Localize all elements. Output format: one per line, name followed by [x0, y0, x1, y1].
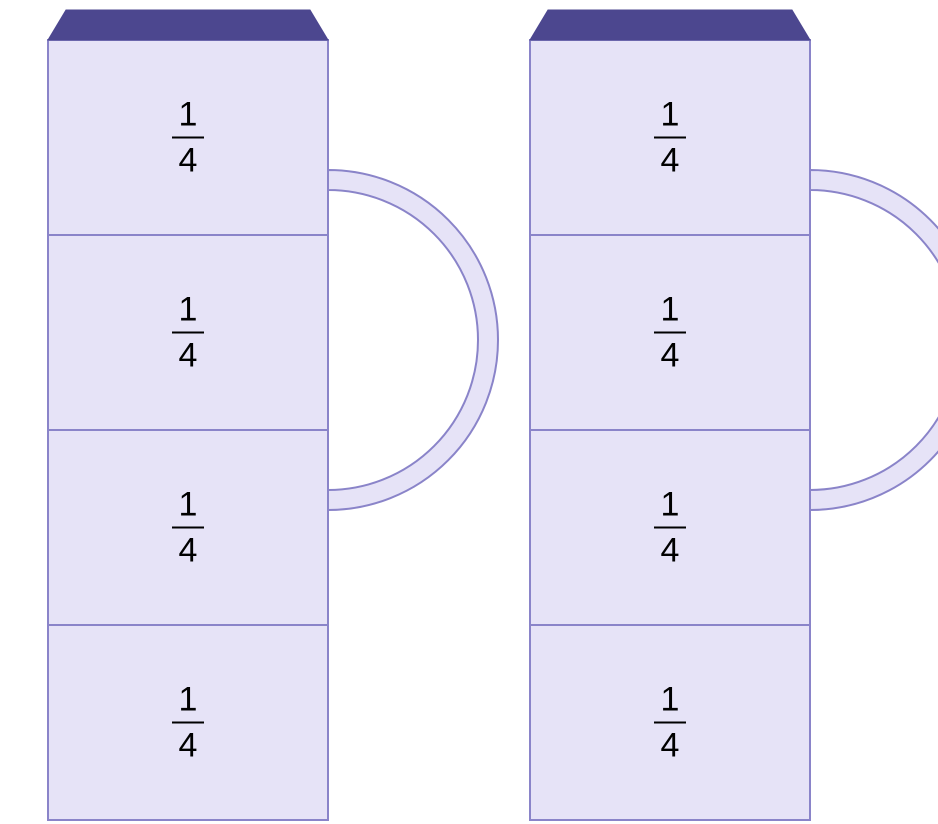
- fraction-denominator: 4: [179, 727, 198, 765]
- fraction-numerator: 1: [179, 681, 198, 719]
- fraction-numerator: 1: [179, 291, 198, 329]
- mug-lid: [530, 10, 810, 40]
- fraction-numerator: 1: [179, 486, 198, 524]
- fraction-mugs-diagram: 1 4 1 4 1 4 1 4 1 4 1 4 1 4 1 4: [0, 0, 938, 824]
- mug-lid: [48, 10, 328, 40]
- mug-handle: [810, 170, 938, 510]
- fraction-numerator: 1: [661, 486, 680, 524]
- fraction-numerator: 1: [661, 291, 680, 329]
- fraction-denominator: 4: [179, 142, 198, 180]
- fraction-denominator: 4: [179, 532, 198, 570]
- fraction-denominator: 4: [661, 532, 680, 570]
- fraction-numerator: 1: [661, 681, 680, 719]
- mug-1: 1 4 1 4 1 4 1 4: [530, 10, 938, 820]
- fraction-denominator: 4: [661, 142, 680, 180]
- mug-handle: [328, 170, 498, 510]
- fraction-denominator: 4: [661, 727, 680, 765]
- fraction-numerator: 1: [179, 96, 198, 134]
- fraction-denominator: 4: [179, 337, 198, 375]
- fraction-denominator: 4: [661, 337, 680, 375]
- mug-0: 1 4 1 4 1 4 1 4: [48, 10, 498, 820]
- fraction-numerator: 1: [661, 96, 680, 134]
